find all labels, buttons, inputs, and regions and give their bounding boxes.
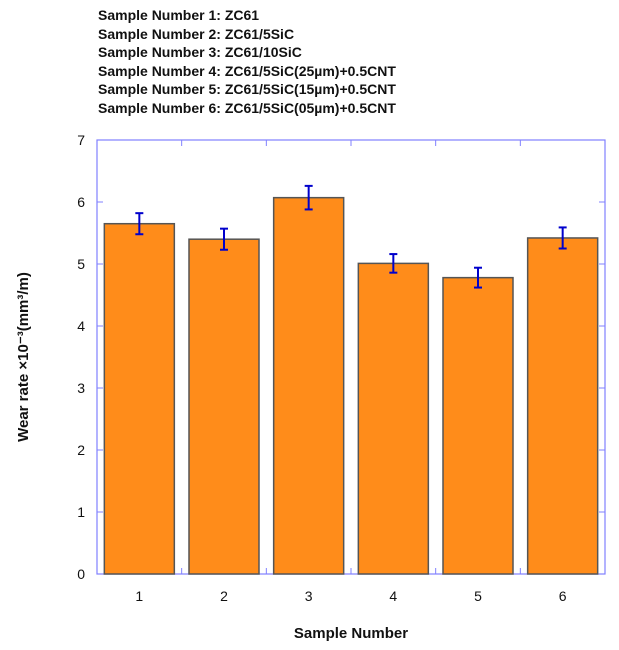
legend-note: Sample Number 2: ZC61/5SiC [98,25,295,42]
bar [272,196,345,575]
y-axis-label: Wear rate ×10⁻³(mm³/m) [15,272,32,442]
x-tick-label: 2 [220,588,228,604]
legend-note: Sample Number 3: ZC61/10SiC [98,44,302,60]
y-tick-label: 2 [77,442,85,458]
x-tick-label: 6 [559,588,567,604]
y-tick-label: 7 [77,132,85,148]
bar [357,262,430,575]
y-tick-label: 0 [77,566,85,582]
legend-note: Sample Number 6: ZC61/5SiC(05µm)+0.5CNT [98,99,396,116]
y-tick-label: 1 [77,504,85,520]
x-tick-label: 4 [389,588,397,604]
x-tick-label: 5 [474,588,482,604]
legend-notes: Sample Number 1: ZC61 Sample Number 2: ZC… [98,6,396,117]
bar [103,222,176,575]
y-tick-label: 6 [77,194,85,210]
y-tick-label: 4 [77,318,85,334]
legend-note: Sample Number 4: ZC61/5SiC(25µm)+0.5CNT [98,62,396,79]
bar [188,238,260,575]
x-axis-label: Sample Number [294,625,408,642]
x-tick-label: 3 [305,588,313,604]
bar [526,237,599,575]
y-tick-label: 3 [77,380,85,396]
bar [442,276,514,575]
x-tick-label: 1 [135,588,143,604]
y-tick-label: 5 [77,256,85,272]
legend-note: Sample Number 5: ZC61/5SiC(15µm)+0.5CNT [98,81,396,97]
legend-note: Sample Number 1: ZC61 [98,7,260,23]
